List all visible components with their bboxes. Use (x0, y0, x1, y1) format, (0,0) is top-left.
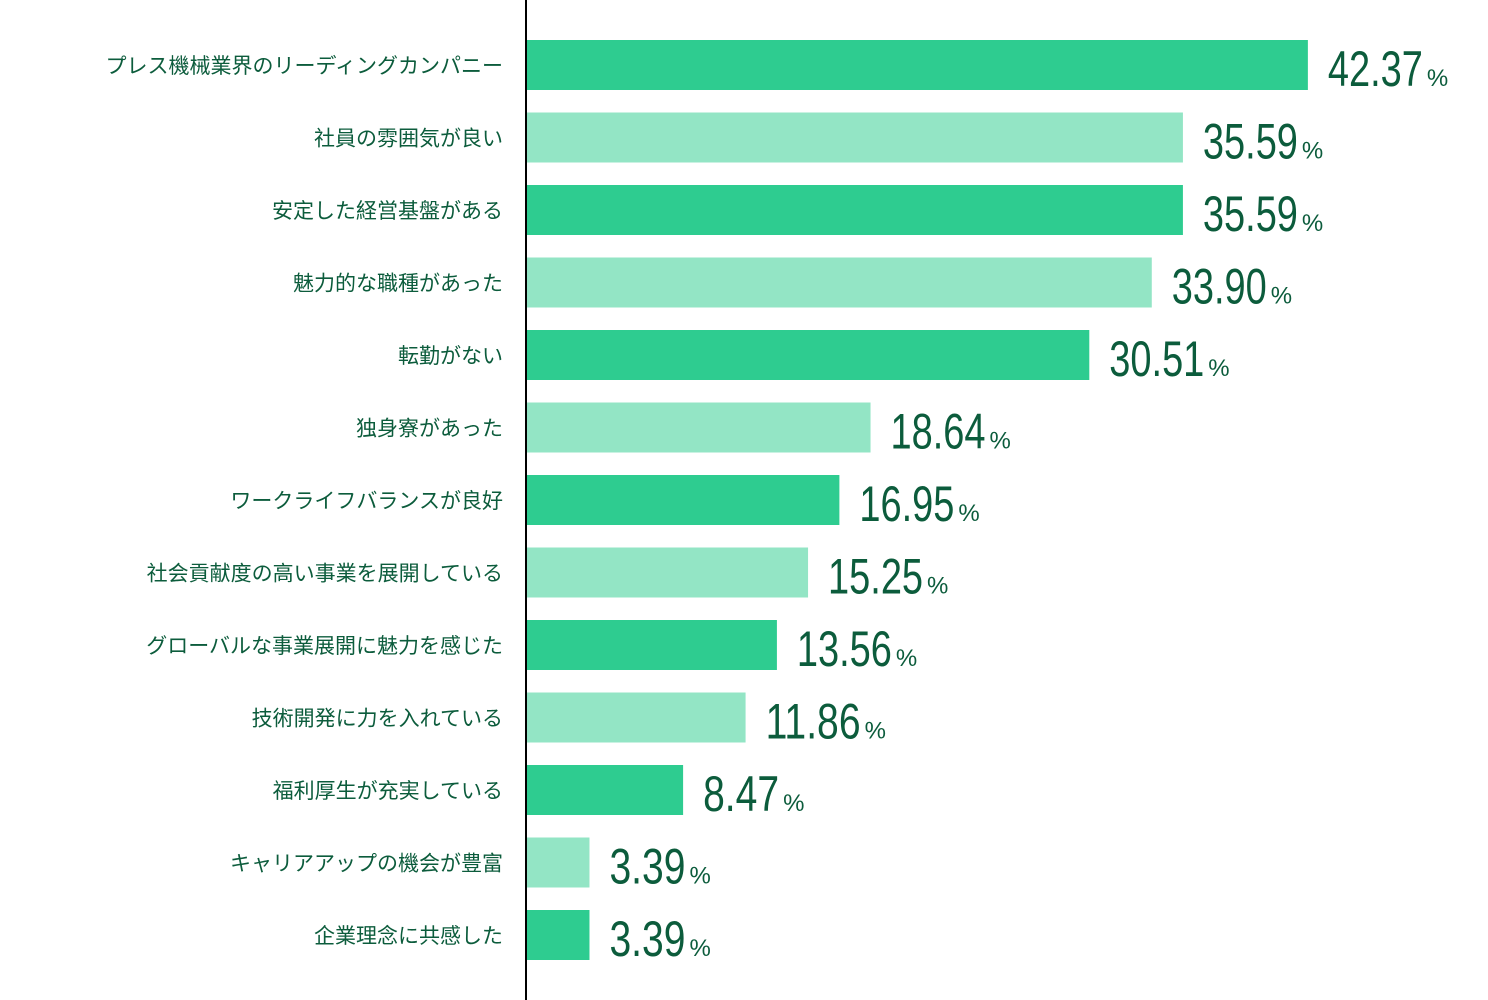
value-label-10: 8.47% (703, 766, 804, 822)
value-label-5: 18.64% (891, 404, 1011, 460)
value-label-6: 16.95% (859, 476, 979, 532)
bar-9 (527, 692, 746, 743)
category-label-12: 企業理念に共感した (314, 924, 503, 948)
category-label-5: 独身寮があった (356, 417, 503, 441)
value-label-2: 35.59% (1203, 186, 1323, 242)
value-labels-group: 42.37 %35.59 %35.59 %33.90 %30.51 %18.64 %16.9… (609, 41, 1448, 967)
value-label-8: 13.56% (797, 621, 917, 677)
bar-12 (527, 910, 590, 960)
value-label-4: 30.51% (1109, 331, 1229, 387)
category-label-7: 社会貢献度の高い事業を展開している (147, 562, 503, 586)
value-label-1: 35.59% (1203, 114, 1323, 170)
category-label-6: ワークライフバランスが良好 (230, 489, 503, 513)
bars-group (527, 40, 1308, 960)
category-label-10: 福利厚生が充実している (273, 779, 503, 803)
value-label-12: 3.39% (609, 911, 710, 967)
value-label-9: 11.86% (766, 694, 886, 750)
bar-1 (527, 112, 1183, 163)
category-label-0: プレス機械業界のリーディングカンパニー (105, 54, 503, 78)
value-label-3: 33.90% (1172, 259, 1292, 315)
category-labels-group: プレス機械業界のリーディングカンパニー社員の雰囲気が良い安定した経営基盤がある魅… (105, 54, 503, 948)
bar-3 (527, 257, 1152, 308)
category-label-11: キャリアアップの機会が豊富 (230, 852, 503, 876)
category-label-2: 安定した経営基盤がある (272, 199, 503, 223)
category-label-1: 社員の雰囲気が良い (314, 127, 503, 151)
category-label-4: 転勤がない (398, 344, 503, 368)
bar-11 (527, 837, 590, 888)
bar-10 (527, 765, 684, 815)
category-label-3: 魅力的な職種があった (293, 272, 503, 296)
bar-6 (527, 475, 840, 525)
bar-8 (527, 620, 777, 670)
category-label-8: グローバルな事業展開に魅力を感じた (146, 634, 503, 658)
bar-5 (527, 402, 871, 453)
value-label-7: 15.25% (828, 549, 948, 605)
bar-7 (527, 547, 809, 598)
bar-4 (527, 330, 1090, 380)
category-label-9: 技術開発に力を入れている (252, 707, 503, 731)
value-label-0: 42.37% (1328, 41, 1448, 97)
bar-2 (527, 185, 1183, 235)
bar-0 (527, 40, 1308, 90)
value-label-11: 3.39% (609, 839, 710, 895)
